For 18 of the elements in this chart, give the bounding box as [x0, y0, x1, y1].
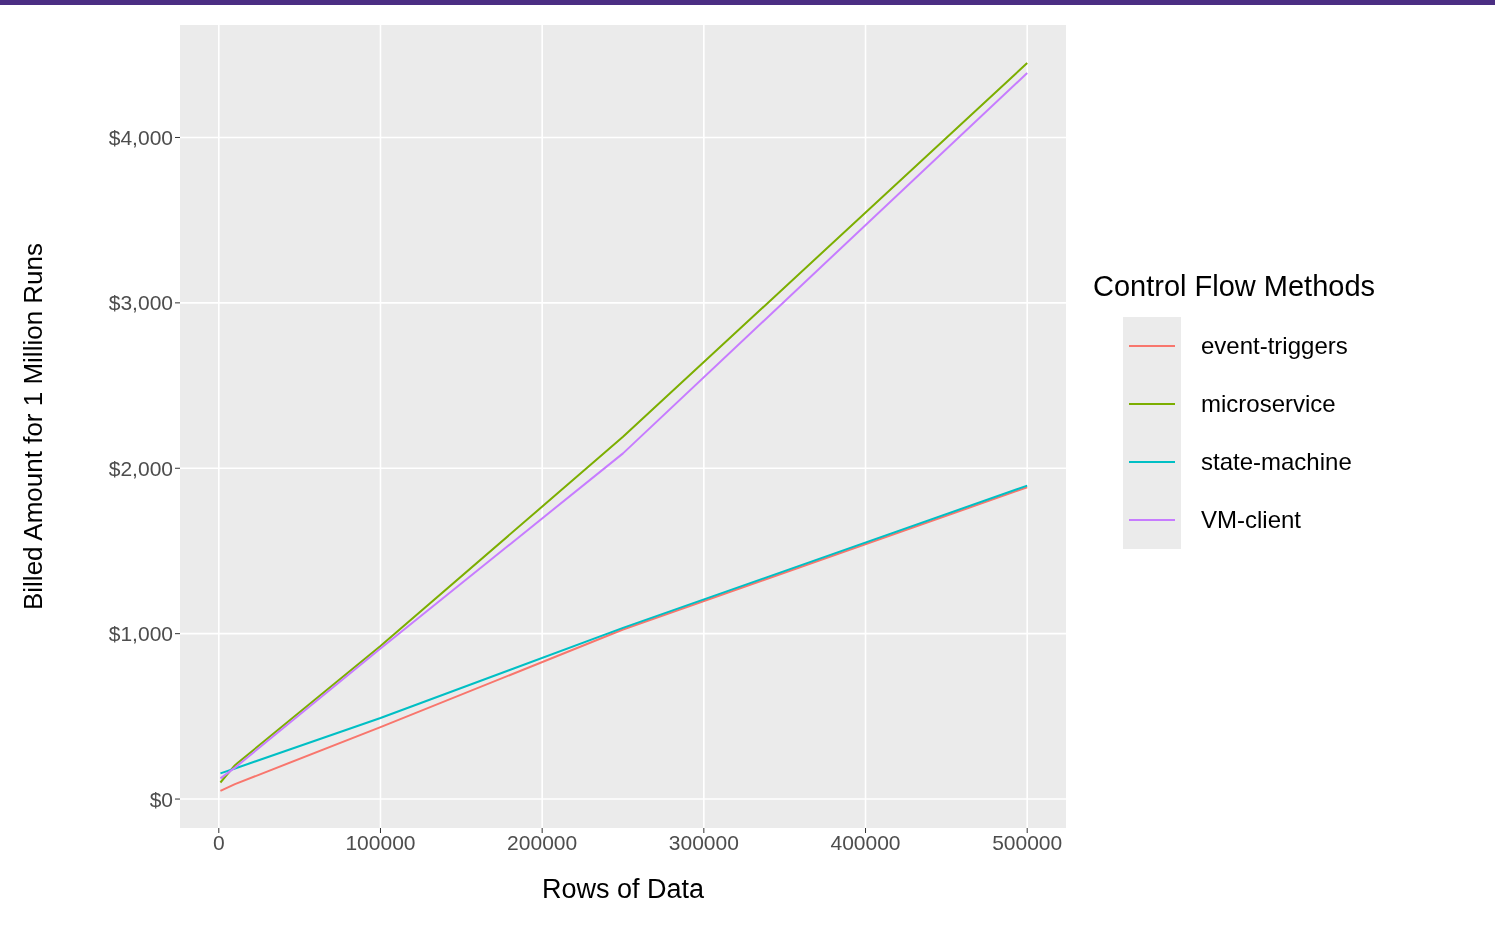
x-tick-label: 400000	[830, 830, 901, 854]
y-tick-label: $1,000	[108, 622, 173, 646]
x-tick-label: 100000	[345, 830, 416, 854]
y-tick-label: $4,000	[108, 125, 173, 149]
y-tick-label: $0	[149, 787, 173, 811]
legend-label: state-machine	[1201, 448, 1352, 476]
legend-label: VM-client	[1201, 506, 1302, 534]
x-tick-label: 0	[212, 830, 225, 854]
legend-label: microservice	[1201, 390, 1336, 418]
x-axis-title: Rows of Data	[541, 874, 706, 904]
y-tick-label: $2,000	[108, 456, 173, 480]
x-tick-label: 500000	[992, 830, 1063, 854]
x-tick-label: 300000	[668, 830, 739, 854]
y-tick-label: $3,000	[108, 291, 173, 315]
y-axis-title: Billed Amount for 1 Million Runs	[18, 242, 48, 611]
x-tick-label: 200000	[507, 830, 578, 854]
legend-title: Control Flow Methods	[1093, 270, 1376, 303]
legend-label: event-triggers	[1201, 332, 1348, 360]
